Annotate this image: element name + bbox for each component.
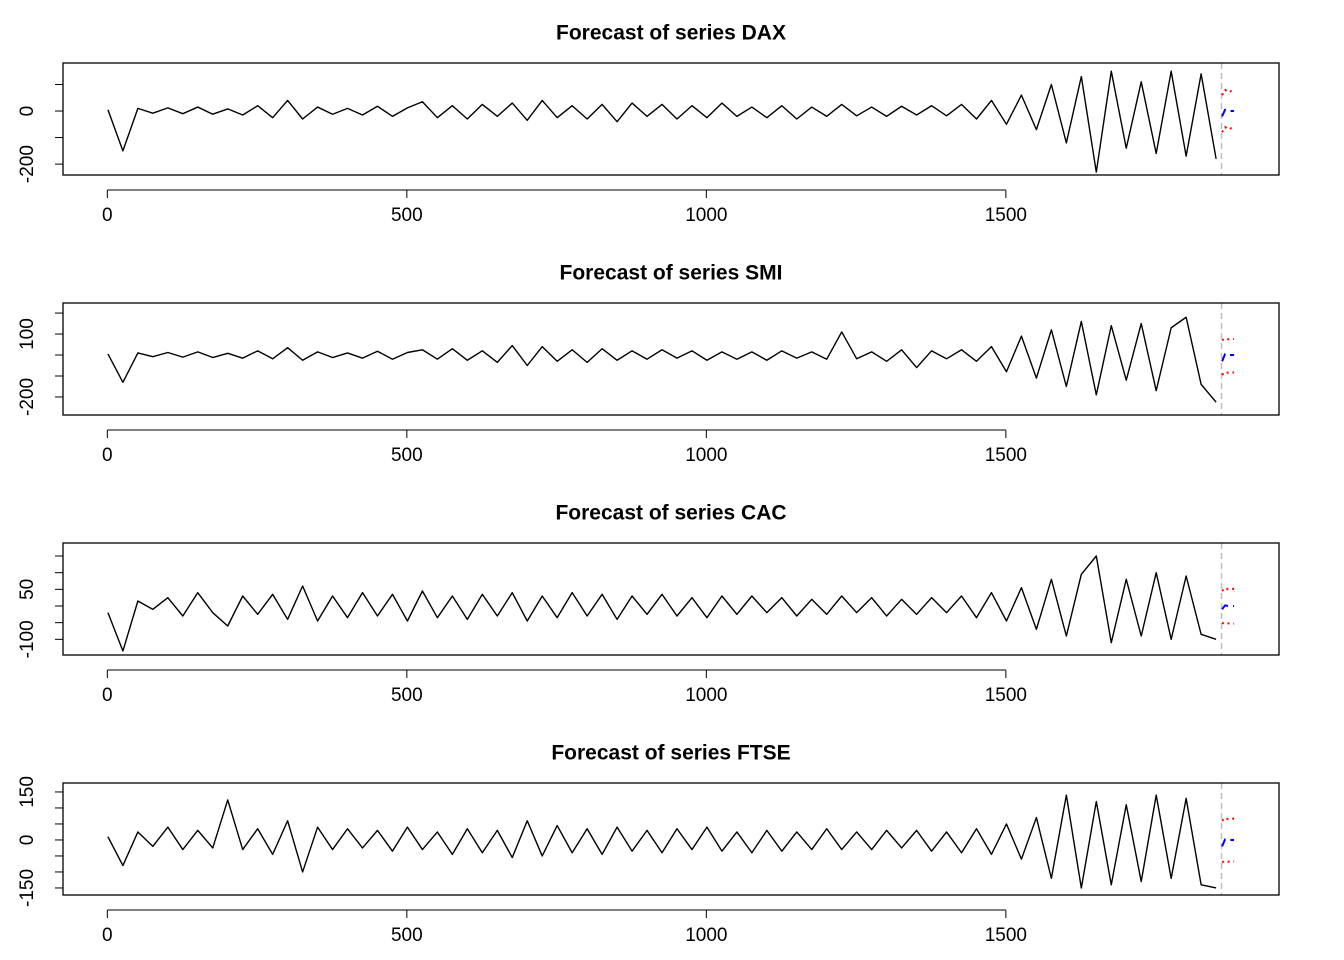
forecast-line xyxy=(1221,108,1235,117)
forecast-line xyxy=(1221,370,1235,376)
y-tick-label: -150 xyxy=(17,869,38,907)
y-tick-label: -200 xyxy=(17,378,38,416)
forecast-line xyxy=(1221,586,1235,592)
x-tick-label: 1000 xyxy=(685,685,727,706)
x-tick-label: 1500 xyxy=(985,685,1027,706)
x-tick-label: 500 xyxy=(391,685,423,706)
x-tick-label: 1500 xyxy=(985,445,1027,466)
x-tick-label: 0 xyxy=(102,685,113,706)
series-line xyxy=(107,316,1217,403)
forecast-line xyxy=(1221,816,1235,822)
series-line xyxy=(107,555,1217,652)
forecast-line xyxy=(1221,125,1235,133)
y-tick-label: 0 xyxy=(17,835,38,846)
forecast-line xyxy=(1221,352,1235,362)
y-tick-label: 150 xyxy=(17,776,38,808)
panel: Forecast of series DAX 0 -200 0 500 1000 1500 xyxy=(17,22,1280,226)
x-tick-label: 500 xyxy=(391,445,423,466)
chart-title: Forecast of series CAC xyxy=(555,502,786,525)
x-tick-label: 1000 xyxy=(685,445,727,466)
x-tick-label: 500 xyxy=(391,205,423,226)
chart-title: Forecast of series FTSE xyxy=(551,742,790,765)
forecast-line xyxy=(1221,859,1235,864)
x-tick-label: 500 xyxy=(391,925,423,946)
forecast-line xyxy=(1221,337,1235,342)
x-tick-label: 0 xyxy=(102,205,113,226)
x-tick-label: 1500 xyxy=(985,925,1027,946)
forecast-line xyxy=(1221,604,1235,610)
x-tick-label: 1000 xyxy=(685,925,727,946)
y-tick-label: 50 xyxy=(17,579,38,600)
y-tick-label: -200 xyxy=(17,145,38,183)
x-tick-label: 1000 xyxy=(685,205,727,226)
plot-box xyxy=(62,542,1280,656)
y-tick-label: 0 xyxy=(17,106,38,117)
forecast-line xyxy=(1221,838,1235,847)
panel: Forecast of series SMI 100 -200 0 500 1000 150… xyxy=(17,262,1280,466)
plot-box xyxy=(62,62,1280,176)
x-tick-label: 0 xyxy=(102,925,113,946)
series-line xyxy=(107,70,1217,173)
chart-title: Forecast of series DAX xyxy=(556,22,786,45)
y-tick-label: 100 xyxy=(17,318,38,350)
plot-box xyxy=(62,782,1280,896)
forecast-line xyxy=(1221,88,1235,96)
series-line xyxy=(107,794,1217,889)
plot-box xyxy=(62,302,1280,416)
x-tick-label: 1500 xyxy=(985,205,1027,226)
x-tick-label: 0 xyxy=(102,445,113,466)
chart-title: Forecast of series SMI xyxy=(560,262,783,285)
forecast-line xyxy=(1221,621,1235,626)
y-tick-label: -100 xyxy=(17,620,38,658)
panel: Forecast of series CAC 50 -100 0 500 1000 1500 xyxy=(17,502,1280,706)
